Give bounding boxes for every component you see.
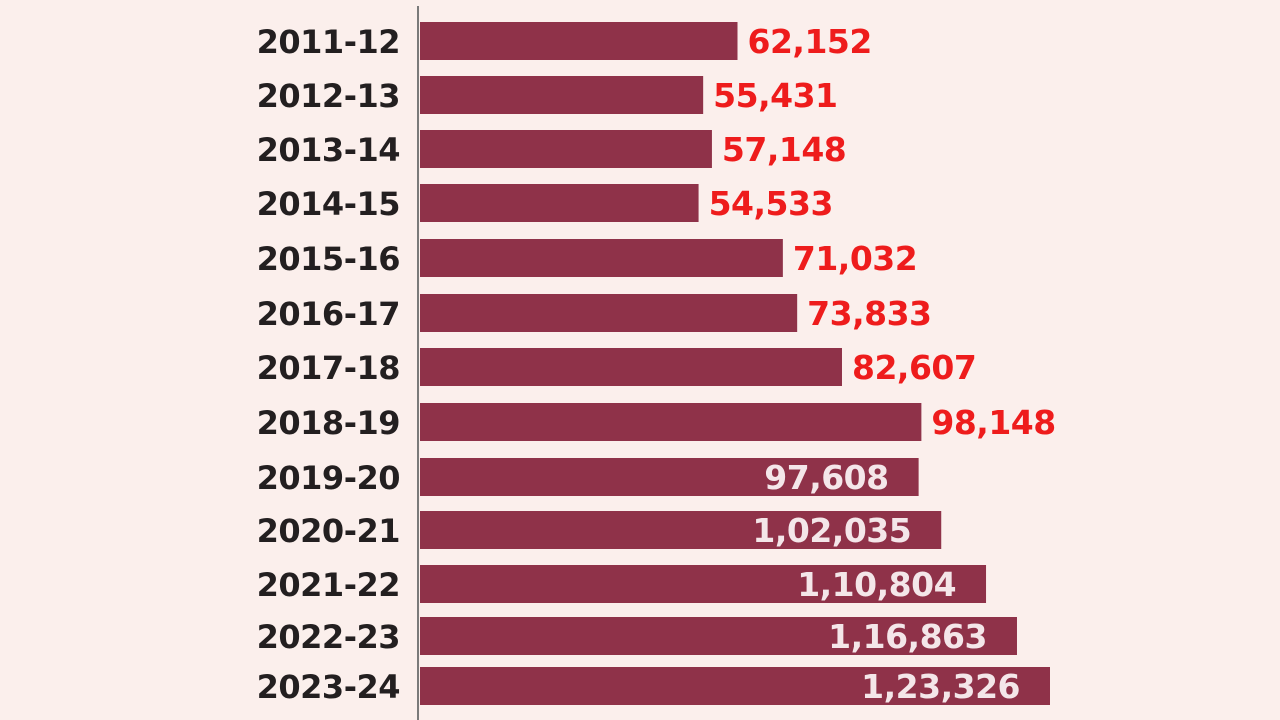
value-label: 97,608: [764, 458, 888, 497]
category-label: 2016-17: [257, 295, 400, 333]
category-label: 2018-19: [257, 404, 400, 442]
category-label: 2015-16: [257, 240, 400, 278]
bar: [420, 617, 1017, 655]
bar-row: 2011-12 62,152: [257, 22, 872, 61]
bar: [420, 403, 922, 441]
bar: [420, 22, 738, 60]
bar: [420, 130, 712, 168]
category-label: 2014-15: [257, 185, 400, 223]
bar: [420, 239, 783, 277]
bar-row: 2019-20 97,608: [257, 458, 919, 497]
bar-row: 2022-23 1,16,863: [257, 617, 1017, 656]
bar-row: 2012-13 55,431: [257, 76, 838, 115]
category-label: 2021-22: [257, 566, 400, 604]
bar: [420, 565, 987, 603]
value-label: 1,02,035: [752, 511, 911, 550]
bar-row: 2021-22 1,10,804: [257, 565, 987, 604]
bar-row: 2020-21 1,02,035: [257, 511, 942, 550]
bar: [420, 184, 699, 222]
bar-row: 2018-19 98,148: [257, 403, 1056, 442]
value-label: 82,607: [852, 348, 976, 387]
value-label: 73,833: [807, 294, 931, 333]
value-label: 62,152: [747, 22, 871, 61]
value-label: 98,148: [931, 403, 1055, 442]
category-label: 2017-18: [257, 349, 400, 387]
bar: [420, 294, 798, 332]
value-label: 57,148: [722, 130, 846, 169]
bar: [420, 667, 1050, 705]
bar-row: 2013-14 57,148: [257, 130, 847, 169]
bar-row: 2015-16 71,032: [257, 239, 918, 278]
category-label: 2023-24: [257, 668, 400, 706]
bar-row: 2023-24 1,23,326: [257, 667, 1050, 706]
value-label: 1,23,326: [861, 667, 1020, 706]
category-label: 2011-12: [257, 23, 400, 61]
bar: [420, 511, 942, 549]
bar: [420, 76, 704, 114]
bar-row: 2017-18 82,607: [257, 348, 977, 387]
category-label: 2020-21: [257, 512, 400, 550]
category-label: 2022-23: [257, 618, 400, 656]
category-label: 2013-14: [257, 131, 400, 169]
value-label: 54,533: [709, 184, 833, 223]
bar: [420, 458, 919, 496]
bar: [420, 348, 842, 386]
value-label: 71,032: [793, 239, 917, 278]
category-label: 2019-20: [257, 459, 400, 497]
value-label: 1,10,804: [797, 565, 956, 604]
category-label: 2012-13: [257, 77, 400, 115]
value-label: 55,431: [713, 76, 837, 115]
value-label: 1,16,863: [828, 617, 987, 656]
bar-row: 2014-15 54,533: [257, 184, 833, 223]
bar-row: 2016-17 73,833: [257, 294, 932, 333]
